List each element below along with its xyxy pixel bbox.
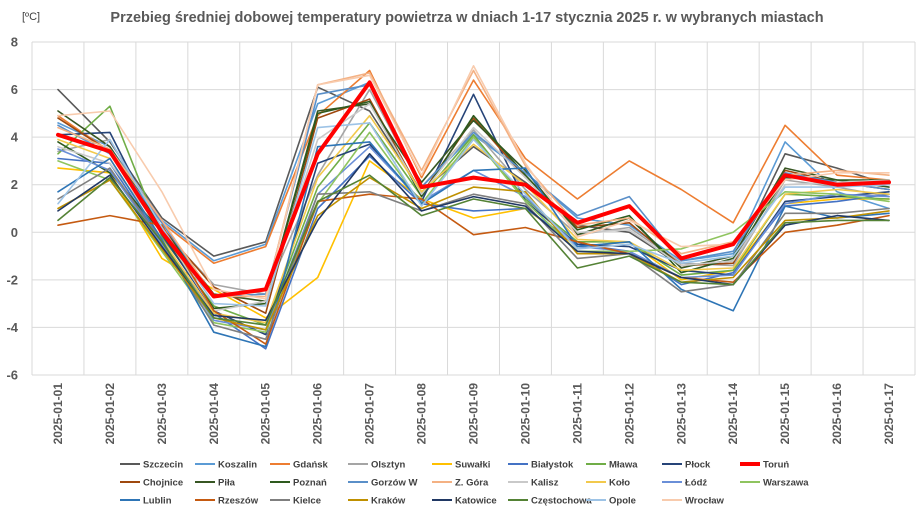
legend-label: Katowice: [455, 496, 497, 507]
legend-label: Mława: [609, 460, 638, 471]
x-tick-label: 2025-01-06: [311, 383, 325, 445]
series-line-kielce: [57, 167, 890, 341]
y-tick-label: 4: [11, 130, 19, 145]
series-line-kraków: [57, 176, 890, 331]
legend-label: Suwałki: [455, 460, 490, 471]
x-tick-label: 2025-01-11: [570, 383, 584, 444]
legend-label: Kielce: [293, 496, 321, 507]
legend-label: Gorzów W: [371, 478, 417, 489]
x-tick-label: 2025-01-17: [882, 383, 896, 445]
x-tick-label: 2025-01-12: [622, 383, 636, 445]
chart-title: Przebieg średniej dobowej temperatury po…: [110, 10, 823, 26]
legend-label: Gdańsk: [293, 460, 329, 471]
legend-label: Olsztyn: [371, 460, 406, 471]
legend-label: Poznań: [293, 478, 327, 489]
y-axis-ticks: -6 -4 -2 0 2 4 6 8: [6, 35, 18, 383]
x-tick-label: 2025-01-03: [155, 383, 169, 445]
y-axis-unit-label: [ºC]: [22, 11, 40, 23]
legend-label: Piła: [218, 478, 236, 489]
series-line-koło: [57, 114, 890, 324]
x-tick-label: 2025-01-16: [830, 383, 844, 445]
x-tick-label: 2025-01-08: [415, 383, 429, 445]
y-tick-label: -2: [6, 272, 18, 287]
x-tick-label: 2025-01-01: [51, 383, 65, 445]
legend-label: Toruń: [763, 460, 789, 471]
legend-label: Białystok: [531, 460, 574, 471]
legend: Szczecin Koszalin Gdańsk Olsztyn Suwałki Biał…: [120, 460, 809, 507]
x-tick-label: 2025-01-04: [207, 383, 221, 445]
legend-label: Kraków: [371, 496, 406, 507]
y-tick-label: 6: [11, 82, 18, 97]
legend-label: Warszawa: [763, 478, 809, 489]
legend-label: Częstochowa: [531, 496, 592, 507]
legend-label: Opole: [609, 496, 636, 507]
y-tick-label: 2: [11, 177, 18, 192]
legend-label: Kalisz: [531, 478, 559, 489]
x-tick-label: 2025-01-10: [518, 383, 532, 445]
legend-label: Łódź: [685, 478, 707, 489]
x-tick-label: 2025-01-14: [726, 383, 740, 445]
x-tick-label: 2025-01-02: [103, 383, 117, 445]
legend-label: Z. Góra: [455, 478, 489, 489]
series-line-gdańsk: [57, 69, 890, 265]
series-lines: [56, 65, 891, 350]
x-tick-label: 2025-01-05: [259, 383, 273, 445]
legend-label: Szczecin: [143, 460, 183, 471]
legend-label: Rzeszów: [218, 496, 259, 507]
x-tick-label: 2025-01-09: [467, 383, 481, 445]
y-tick-label: 8: [11, 35, 18, 50]
x-tick-label: 2025-01-07: [363, 383, 377, 445]
legend-label: Lublin: [143, 496, 172, 507]
series-line-lublin: [57, 141, 890, 348]
x-tick-label: 2025-01-15: [778, 383, 792, 445]
series-line-kalisz: [57, 103, 890, 312]
series-line-toruń: [56, 80, 891, 299]
y-tick-label: -4: [6, 320, 18, 335]
legend-label: Płock: [685, 460, 711, 471]
x-tick-label: 2025-01-13: [674, 383, 688, 445]
legend-label: Chojnice: [143, 478, 183, 489]
legend-label: Wrocław: [685, 496, 725, 507]
y-tick-label: -6: [6, 368, 18, 383]
x-axis-ticks: 2025-01-01 2025-01-02 2025-01-03 2025-01-04…: [51, 383, 896, 445]
y-tick-label: 0: [11, 225, 18, 240]
legend-label: Koszalin: [218, 460, 257, 471]
series-line-częstochowa: [57, 174, 890, 326]
legend-label: Koło: [609, 478, 630, 489]
